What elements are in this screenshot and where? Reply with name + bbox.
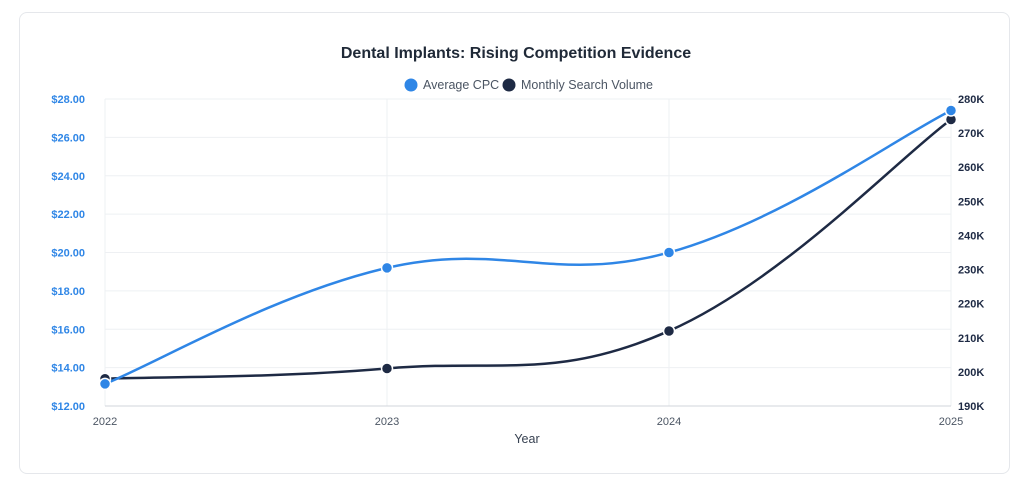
x-axis: 2022 2023 2024 2025 [93,416,963,428]
left-y-tick-label: $20.00 [51,248,85,260]
series-layer [98,104,958,391]
data-point-monthly-search-volume[interactable] [662,324,676,338]
series-line-average-cpc [104,109,952,386]
series-line-monthly-search-volume [104,118,952,380]
left-y-tick-label: $14.00 [51,363,85,375]
left-y-tick-label: $24.00 [51,171,85,183]
data-point-average-cpc[interactable] [380,261,394,275]
legend-item-average-cpc[interactable]: Average CPC [404,78,500,92]
right-y-tick-label: 270K [958,128,984,140]
x-tick-label: 2022 [93,416,117,428]
chart-card [19,12,1010,474]
right-y-tick-label: 200K [958,367,984,379]
x-tick-label: 2025 [939,416,963,428]
right-y-tick-label: 220K [958,299,984,311]
x-tick-label: 2023 [375,416,399,428]
right-y-tick-label: 190K [958,401,984,413]
left-y-tick-label: $12.00 [51,401,85,413]
right-y-tick-label: 240K [958,230,984,242]
data-point-average-cpc[interactable] [944,104,958,117]
right-y-tick-label: 260K [958,162,984,174]
legend-label-monthly-search-volume: Monthly Search Volume [521,78,653,92]
legend-marker-average-cpc [404,78,418,92]
legend-label-average-cpc: Average CPC [423,78,499,92]
left-y-axis: $12.00 $14.00 $16.00 $18.00 $20.00 $22.00 $24.… [51,94,85,413]
legend-marker-monthly-search-volume [502,78,516,92]
legend: Average CPC Monthly Search Volume [404,78,654,92]
left-y-tick-label: $18.00 [51,286,85,298]
right-y-tick-label: 280K [958,94,984,106]
right-y-tick-label: 230K [958,265,984,277]
right-y-tick-label: 250K [958,196,984,208]
left-y-tick-label: $28.00 [51,94,85,106]
grid [104,98,952,407]
data-point-average-cpc[interactable] [662,246,676,259]
data-point-average-cpc[interactable] [98,377,112,391]
data-point-monthly-search-volume[interactable] [380,362,394,375]
x-axis-title: Year [514,432,539,446]
chart-title: Dental Implants: Rising Competition Evid… [341,45,691,62]
left-y-tick-label: $16.00 [51,324,85,336]
left-y-tick-label: $22.00 [51,209,85,221]
x-tick-label: 2024 [657,416,681,428]
right-y-tick-label: 210K [958,333,984,345]
right-y-axis: 190K 200K 210K 220K 230K 240K 250K 260K 270K 280K [958,94,984,413]
legend-item-monthly-search-volume[interactable]: Monthly Search Volume [502,78,654,92]
left-y-tick-label: $26.00 [51,132,85,144]
